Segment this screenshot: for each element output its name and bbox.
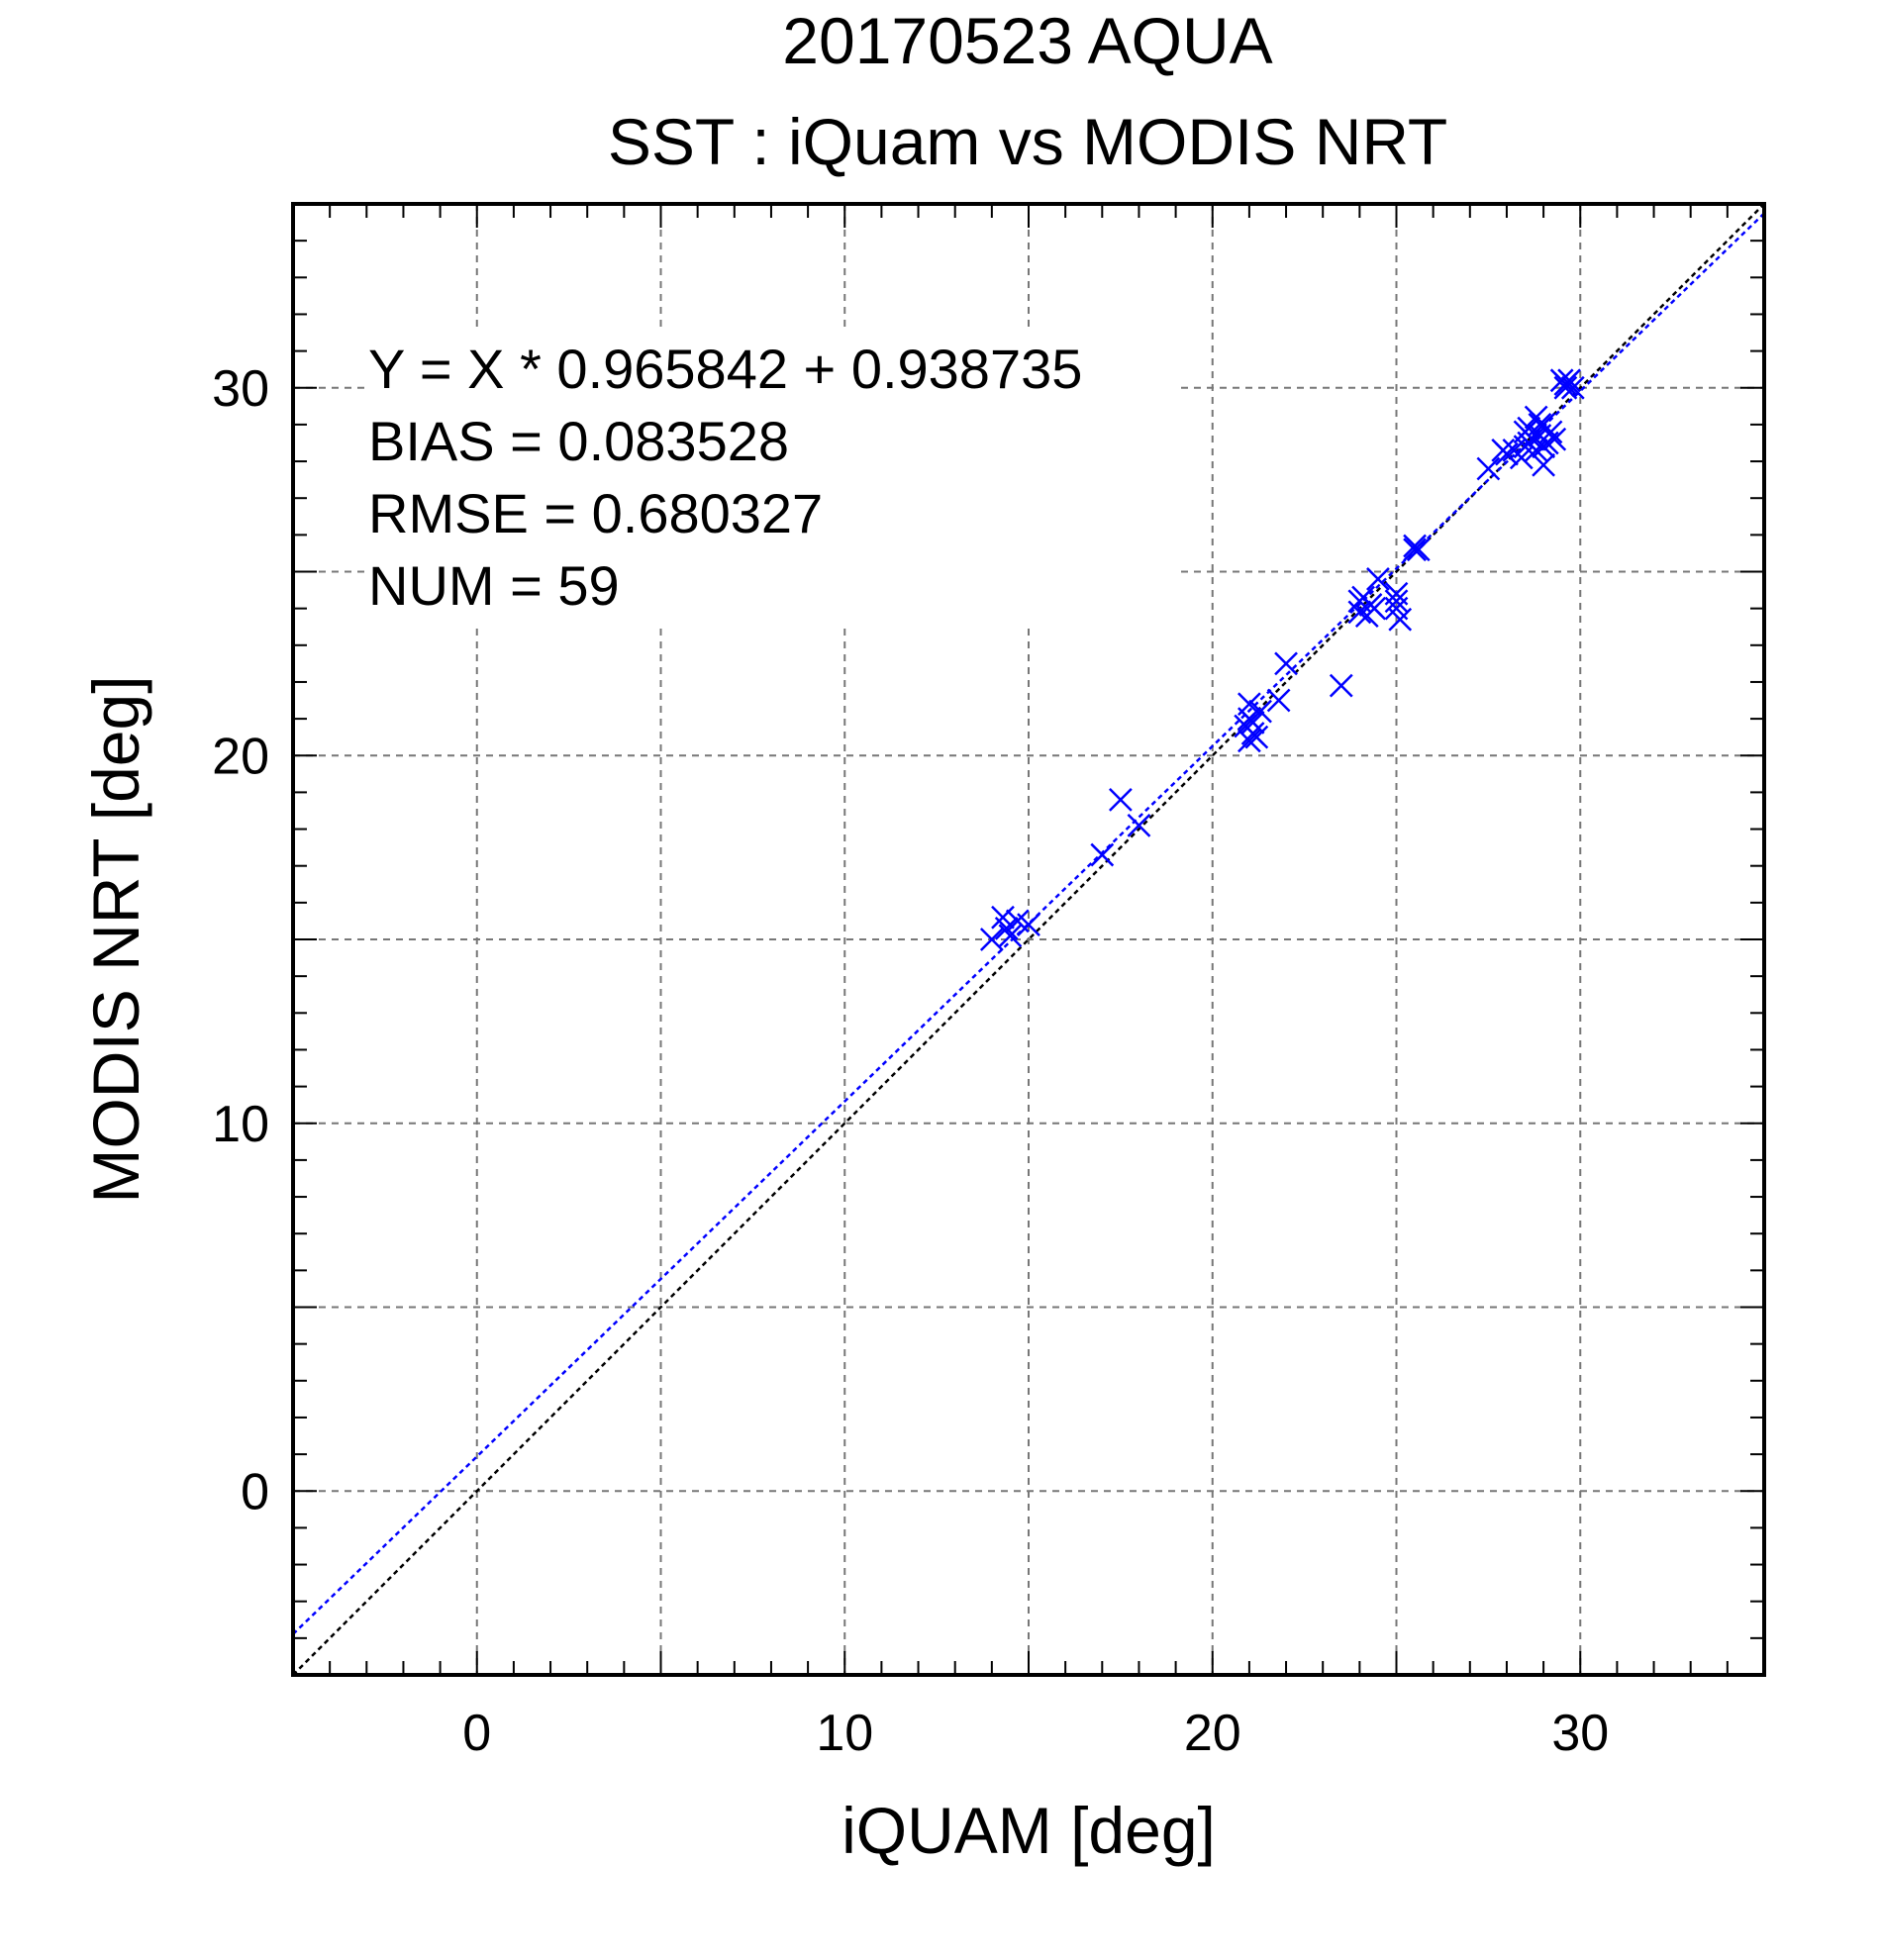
data-point xyxy=(1366,567,1390,591)
data-point xyxy=(1513,420,1537,444)
data-point xyxy=(1542,427,1567,451)
stat-line: RMSE = 0.680327 xyxy=(368,482,823,544)
data-point xyxy=(1248,699,1272,724)
data-point-stroke xyxy=(1406,538,1431,562)
data-point xyxy=(1238,707,1261,731)
data-point xyxy=(1524,439,1548,462)
y-tick-labels: 0 10 20 30 xyxy=(212,360,269,1521)
data-point xyxy=(1403,538,1427,562)
data-point-stroke xyxy=(1553,375,1578,400)
x-tick-label: 0 xyxy=(462,1705,491,1762)
data-point-stroke xyxy=(1388,607,1413,632)
data-point xyxy=(1557,368,1581,393)
data-point-stroke xyxy=(1238,707,1261,731)
data-point xyxy=(1266,688,1291,713)
stat-line: BIAS = 0.083528 xyxy=(368,410,789,472)
data-point-stroke xyxy=(1005,909,1030,933)
data-point-stroke xyxy=(994,916,1019,940)
data-point xyxy=(1406,538,1431,562)
data-point xyxy=(1532,413,1555,437)
data-point-stroke xyxy=(1244,725,1269,749)
data-point-stroke xyxy=(1557,368,1581,393)
data-point-stroke xyxy=(1362,596,1387,621)
data-point xyxy=(1244,725,1269,749)
data-point xyxy=(979,928,1004,951)
data-point-stroke xyxy=(1274,651,1298,676)
data-point-stroke xyxy=(1238,729,1261,753)
data-point xyxy=(1108,787,1133,812)
data-point-stroke xyxy=(1090,842,1115,867)
data-point-stroke xyxy=(1509,445,1534,470)
data-point xyxy=(1347,589,1372,614)
data-point-stroke xyxy=(1347,589,1372,614)
data-point-stroke xyxy=(1266,688,1291,713)
data-point xyxy=(1532,435,1555,459)
data-point xyxy=(1491,439,1516,462)
data-point-stroke xyxy=(1366,567,1390,591)
data-point xyxy=(1560,375,1585,400)
y-tick-label: 0 xyxy=(241,1463,269,1520)
y-tick-label: 10 xyxy=(212,1096,269,1153)
data-point-stroke xyxy=(1384,589,1409,614)
chart-subtitle: SST : iQuam vs MODIS NRT xyxy=(608,105,1447,178)
data-point xyxy=(1274,651,1298,676)
stats-background xyxy=(364,327,1176,624)
data-point-stroke xyxy=(1017,913,1040,937)
data-point-stroke xyxy=(1532,452,1555,477)
stat-line: Y = X * 0.965842 + 0.938735 xyxy=(368,338,1082,400)
data-point-stroke xyxy=(1491,439,1516,462)
data-point xyxy=(1553,375,1578,400)
stat-line: NUM = 59 xyxy=(368,554,620,617)
data-point xyxy=(1127,813,1151,837)
data-point-stroke xyxy=(1403,538,1427,562)
x-tick-labels: 0 10 20 30 xyxy=(462,1705,1609,1762)
data-point xyxy=(1017,913,1040,937)
data-point-stroke xyxy=(1513,420,1537,444)
x-tick-label: 10 xyxy=(816,1705,873,1762)
chart-title: 20170523 AQUA xyxy=(782,4,1272,77)
stats-block: Y = X * 0.965842 + 0.938735 BIAS = 0.0835… xyxy=(364,327,1176,624)
data-point-stroke xyxy=(1127,813,1151,837)
data-point-stroke xyxy=(1524,439,1548,462)
data-point xyxy=(1509,445,1534,470)
data-point xyxy=(998,924,1023,948)
data-point xyxy=(1329,673,1353,698)
x-tick-label: 30 xyxy=(1551,1705,1609,1762)
y-axis-label: MODIS NRT [deg] xyxy=(79,675,152,1203)
x-tick-label: 20 xyxy=(1184,1705,1241,1762)
data-point xyxy=(994,916,1019,940)
data-point-stroke xyxy=(1532,435,1555,459)
data-point-stroke xyxy=(1384,596,1409,621)
data-point xyxy=(1388,607,1413,632)
data-point xyxy=(1090,842,1115,867)
data-point xyxy=(1238,729,1261,753)
plot-frame xyxy=(291,202,1766,1677)
data-point-stroke xyxy=(1347,600,1372,625)
data-point-stroke xyxy=(1542,427,1567,451)
data-point-stroke xyxy=(1476,456,1501,481)
data-point-stroke xyxy=(1108,787,1133,812)
data-point-stroke xyxy=(1248,699,1272,724)
x-axis-label: iQUAM [deg] xyxy=(842,1794,1216,1867)
data-point-stroke xyxy=(1528,413,1552,437)
data-point xyxy=(1362,596,1387,621)
data-points xyxy=(979,368,1585,951)
data-point xyxy=(1347,600,1372,625)
data-point-stroke xyxy=(991,905,1015,930)
data-point xyxy=(1476,456,1501,481)
data-point-stroke xyxy=(1532,413,1555,437)
y-tick-label: 30 xyxy=(212,360,269,418)
data-point-stroke xyxy=(998,924,1023,948)
data-point-stroke xyxy=(1560,375,1585,400)
data-point-stroke xyxy=(1329,673,1353,698)
data-point-stroke xyxy=(979,928,1004,951)
y-tick-label: 20 xyxy=(212,728,269,785)
fit-line xyxy=(292,212,1765,1635)
reference-lines xyxy=(292,203,1765,1676)
data-point xyxy=(1384,589,1409,614)
data-point xyxy=(1532,452,1555,477)
